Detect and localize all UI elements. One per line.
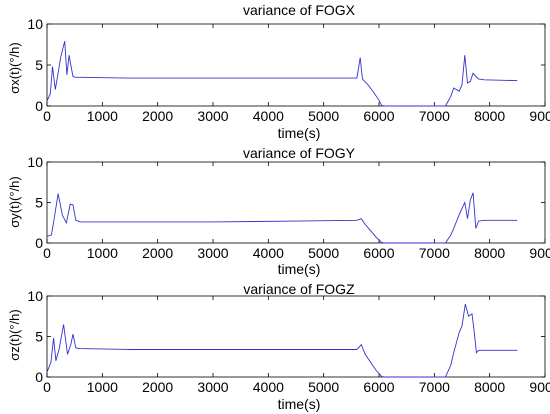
x-tick-label: 4000 [253,108,284,124]
y-tick-label: 5 [35,329,43,345]
x-axis-label: time(s) [278,261,321,277]
x-tick-label: 7000 [419,379,450,395]
plot-frame [46,295,546,378]
x-tick-label: 5000 [308,108,339,124]
x-tick-label: 4000 [253,245,284,261]
x-tick-label: 3000 [197,379,228,395]
y-tick-label: 10 [27,154,43,170]
x-tick-label: 6000 [363,108,394,124]
x-tick-label: 1000 [87,245,118,261]
x-tick-label: 7000 [419,108,450,124]
x-tick-label: 3000 [197,108,228,124]
series-line [46,303,518,378]
x-tick-label: 6000 [363,245,394,261]
subplot-title: variance of FOGZ [243,281,355,297]
series-line [46,192,518,244]
y-tick-label: 5 [35,195,43,211]
y-tick-label: 10 [27,288,43,304]
x-tick-label: 2000 [142,379,173,395]
series-line [46,41,518,107]
x-tick-label: 1000 [87,379,118,395]
y-axis-label: σy(t)(°/h) [7,176,22,228]
y-tick-label: 0 [35,369,43,385]
subplot-fogy: variance of FOGY σy(t)(°/h) time(s) 0 100… [7,145,550,277]
plot-frame [46,23,546,107]
subplot-title: variance of FOGY [243,145,356,161]
y-tick-label: 0 [35,98,43,114]
y-tick-label: 10 [27,16,43,32]
x-axis-label: time(s) [278,396,321,412]
x-tick-label: 0 [43,379,51,395]
x-tick-label: 8000 [474,245,505,261]
x-tick-label: 5000 [308,245,339,261]
x-tick-label: 6000 [363,379,394,395]
x-axis-label: time(s) [278,125,321,141]
y-axis-label: σx(t)(°/h) [7,42,22,94]
x-tick-label: 7000 [419,245,450,261]
subplot-fogx: variance of FOGX σx(t)(°/h) time(s) 0 100… [7,2,550,141]
subplot-fogz: variance of FOGZ σz(t)(°/h) time(s) 0 100… [7,281,550,412]
x-tick-label: 0 [43,245,51,261]
x-tick-label: 5000 [308,379,339,395]
x-tick-label: 8000 [474,379,505,395]
x-tick-label: 3000 [197,245,228,261]
subplot-title: variance of FOGX [243,2,356,18]
x-tick-label: 1000 [87,108,118,124]
x-tick-label: 8000 [474,108,505,124]
y-tick-label: 5 [35,57,43,73]
y-tick-label: 0 [35,235,43,251]
x-tick-label: 2000 [142,245,173,261]
x-tick-label: 0 [43,108,51,124]
x-tick-label: 2000 [142,108,173,124]
y-axis-label: σz(t)(°/h) [7,309,22,361]
x-tick-label: 4000 [253,379,284,395]
